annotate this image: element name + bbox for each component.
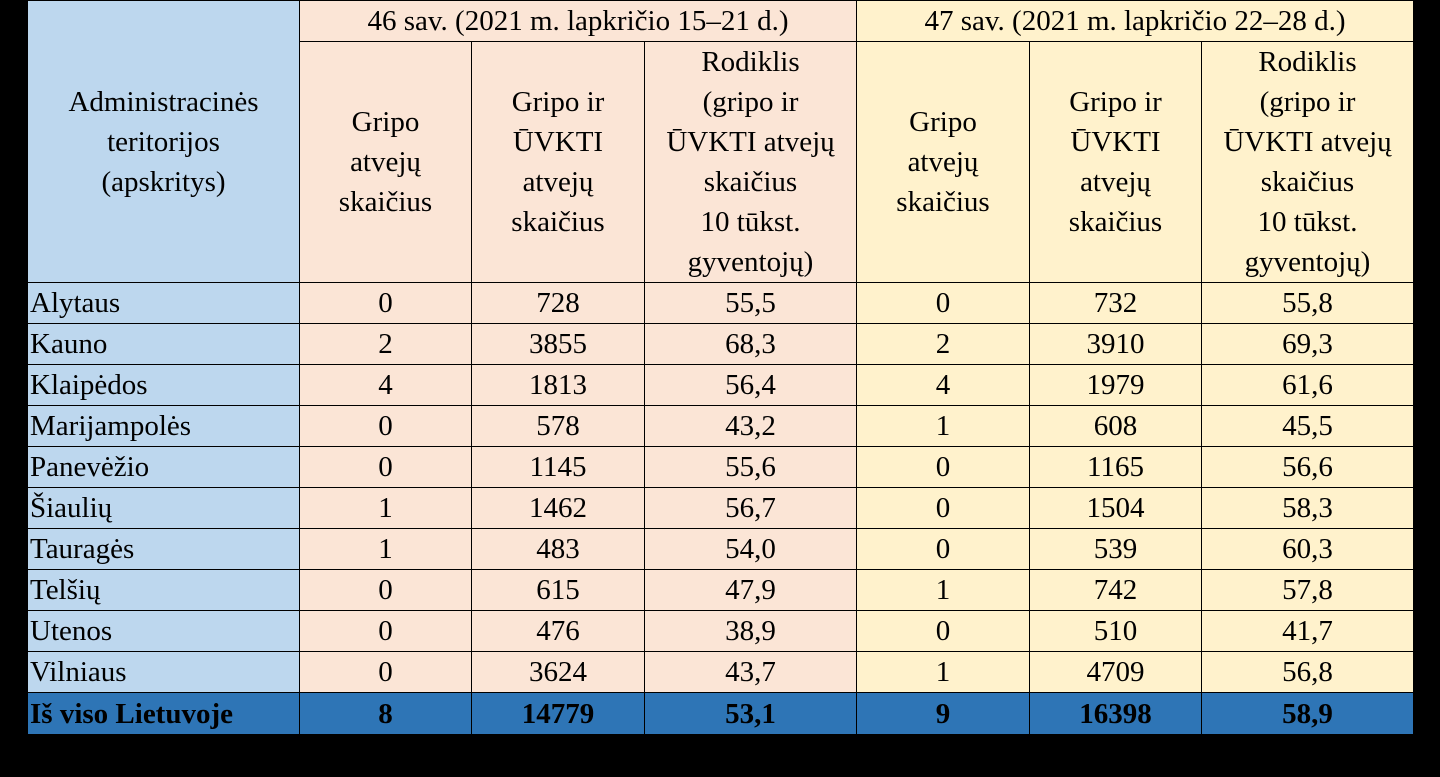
week-46-flu-cases-cell: 1 [299, 487, 472, 529]
week-47-flu-cases-header: Gripo atvejų skaičius [856, 41, 1030, 283]
week-46-flu-cases-cell: 1 [299, 528, 472, 570]
week-46-rate-header: Rodiklis (gripo ir ŪVKTI atvejų skaičius… [644, 41, 857, 283]
week-46-rate-cell: 56,7 [644, 487, 857, 529]
week-47-flu-ari-cases-cell: 4709 [1029, 651, 1202, 693]
week-47-flu-ari-cases-cell: 1504 [1029, 487, 1202, 529]
table-row: Marijampolės 0 578 43,2 1 608 45,5 [27, 405, 1414, 447]
week-47-flu-ari-cases-cell: 608 [1029, 405, 1202, 447]
week-47-rate-cell: 45,5 [1201, 405, 1414, 447]
week-46-rate-cell: 47,9 [644, 569, 857, 611]
total-region-name-cell: Iš viso Lietuvoje [27, 692, 300, 735]
week-46-flu-cases-cell: 0 [299, 446, 472, 488]
week-47-rate-cell: 57,8 [1201, 569, 1414, 611]
week-46-flu-ari-cases-cell: 1462 [471, 487, 645, 529]
week-47-flu-ari-cases-cell: 1165 [1029, 446, 1202, 488]
week-47-flu-cases-cell: 1 [856, 651, 1030, 693]
week-46-flu-ari-cases-cell: 476 [471, 610, 645, 652]
region-name-cell: Telšių [27, 569, 300, 611]
table-body: Alytaus 0 728 55,5 0 732 55,8 Kauno 2 3855 68,3 2 39… [27, 282, 1414, 735]
week-46-rate-cell: 55,6 [644, 446, 857, 488]
week-46-header: 46 sav. (2021 m. lapkričio 15–21 d.) [299, 0, 857, 42]
table-row: Telšių 0 615 47,9 1 742 57,8 [27, 569, 1414, 611]
week-46-flu-cases-cell: 4 [299, 364, 472, 406]
total-week-46-flu-cases-cell: 8 [299, 692, 472, 735]
week-47-flu-ari-cases-cell: 732 [1029, 282, 1202, 324]
week-47-rate-cell: 60,3 [1201, 528, 1414, 570]
week-46-flu-cases-cell: 0 [299, 610, 472, 652]
total-week-46-flu-ari-cases-cell: 14779 [471, 692, 645, 735]
week-46-flu-cases-header: Gripo atvejų skaičius [299, 41, 472, 283]
region-name-cell: Tauragės [27, 528, 300, 570]
week-46-rate-cell: 54,0 [644, 528, 857, 570]
region-name-cell: Kauno [27, 323, 300, 365]
table-row: Klaipėdos 4 1813 56,4 4 1979 61,6 [27, 364, 1414, 406]
week-46-rate-cell: 38,9 [644, 610, 857, 652]
week-47-flu-cases-cell: 0 [856, 528, 1030, 570]
week-47-flu-ari-cases-header: Gripo ir ŪVKTI atvejų skaičius [1029, 41, 1202, 283]
week-47-flu-cases-cell: 0 [856, 282, 1030, 324]
week-47-flu-cases-cell: 0 [856, 610, 1030, 652]
week-47-rate-cell: 56,6 [1201, 446, 1414, 488]
week-47-flu-cases-cell: 4 [856, 364, 1030, 406]
region-name-cell: Vilniaus [27, 651, 300, 693]
total-week-47-flu-cases-cell: 9 [856, 692, 1030, 735]
week-46-rate-cell: 68,3 [644, 323, 857, 365]
week-47-rate-header: Rodiklis (gripo ir ŪVKTI atvejų skaičius… [1201, 41, 1414, 283]
week-47-rate-cell: 55,8 [1201, 282, 1414, 324]
table-row: Vilniaus 0 3624 43,7 1 4709 56,8 [27, 651, 1414, 693]
week-46-flu-ari-cases-cell: 728 [471, 282, 645, 324]
table-row: Šiaulių 1 1462 56,7 0 1504 58,3 [27, 487, 1414, 529]
total-week-47-rate-cell: 58,9 [1201, 692, 1414, 735]
week-46-flu-cases-cell: 0 [299, 651, 472, 693]
week-46-flu-cases-cell: 2 [299, 323, 472, 365]
total-week-47-flu-ari-cases-cell: 16398 [1029, 692, 1202, 735]
week-46-flu-ari-cases-cell: 3855 [471, 323, 645, 365]
week-46-flu-cases-cell: 0 [299, 282, 472, 324]
region-name-cell: Klaipėdos [27, 364, 300, 406]
table-row: Tauragės 1 483 54,0 0 539 60,3 [27, 528, 1414, 570]
week-46-rate-cell: 43,7 [644, 651, 857, 693]
week-46-rate-cell: 55,5 [644, 282, 857, 324]
week-47-flu-ari-cases-cell: 1979 [1029, 364, 1202, 406]
total-week-46-rate-cell: 53,1 [644, 692, 857, 735]
week-47-rate-cell: 41,7 [1201, 610, 1414, 652]
week-46-flu-ari-cases-cell: 1145 [471, 446, 645, 488]
total-row: Iš viso Lietuvoje 8 14779 53,1 9 16398 58,9 [27, 692, 1414, 735]
week-46-flu-cases-cell: 0 [299, 569, 472, 611]
region-name-cell: Panevėžio [27, 446, 300, 488]
week-47-rate-cell: 58,3 [1201, 487, 1414, 529]
week-47-header: 47 sav. (2021 m. lapkričio 22–28 d.) [856, 0, 1414, 42]
week-47-flu-ari-cases-cell: 3910 [1029, 323, 1202, 365]
week-46-rate-cell: 43,2 [644, 405, 857, 447]
region-name-cell: Marijampolės [27, 405, 300, 447]
table-row: Panevėžio 0 1145 55,6 0 1165 56,6 [27, 446, 1414, 488]
region-column-header: Administracinės teritorijos (apskritys) [27, 0, 300, 283]
week-46-flu-ari-cases-cell: 483 [471, 528, 645, 570]
region-name-cell: Alytaus [27, 282, 300, 324]
region-name-cell: Utenos [27, 610, 300, 652]
week-47-flu-cases-cell: 1 [856, 405, 1030, 447]
week-47-flu-ari-cases-cell: 510 [1029, 610, 1202, 652]
week-46-flu-ari-cases-header: Gripo ir ŪVKTI atvejų skaičius [471, 41, 645, 283]
week-46-flu-ari-cases-cell: 1813 [471, 364, 645, 406]
region-name-cell: Šiaulių [27, 487, 300, 529]
week-47-flu-ari-cases-cell: 742 [1029, 569, 1202, 611]
week-47-flu-ari-cases-cell: 539 [1029, 528, 1202, 570]
week-46-flu-ari-cases-cell: 3624 [471, 651, 645, 693]
week-47-rate-cell: 56,8 [1201, 651, 1414, 693]
table-row: Kauno 2 3855 68,3 2 3910 69,3 [27, 323, 1414, 365]
week-47-flu-cases-cell: 1 [856, 569, 1030, 611]
week-47-flu-cases-cell: 2 [856, 323, 1030, 365]
week-47-flu-cases-cell: 0 [856, 446, 1030, 488]
week-47-rate-cell: 61,6 [1201, 364, 1414, 406]
table-row: Alytaus 0 728 55,5 0 732 55,8 [27, 282, 1414, 324]
table-row: Utenos 0 476 38,9 0 510 41,7 [27, 610, 1414, 652]
week-46-flu-cases-cell: 0 [299, 405, 472, 447]
week-47-rate-cell: 69,3 [1201, 323, 1414, 365]
week-46-flu-ari-cases-cell: 615 [471, 569, 645, 611]
week-47-flu-cases-cell: 0 [856, 487, 1030, 529]
flu-statistics-table: Administracinės teritorijos (apskritys) … [27, 0, 1414, 735]
week-46-flu-ari-cases-cell: 578 [471, 405, 645, 447]
week-46-rate-cell: 56,4 [644, 364, 857, 406]
